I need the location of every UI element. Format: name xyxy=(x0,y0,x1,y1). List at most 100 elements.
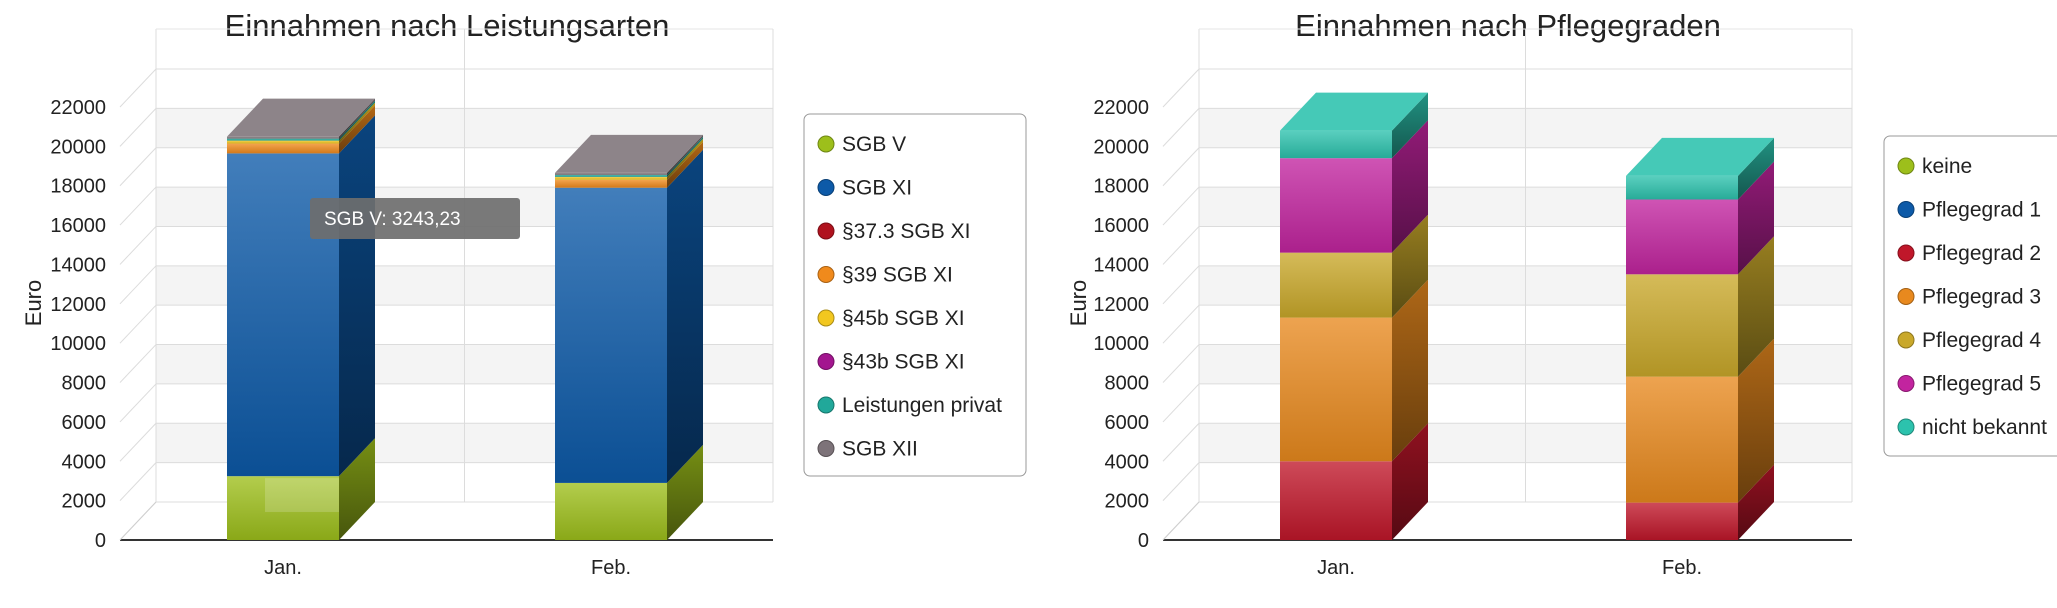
bar-side[interactable] xyxy=(667,149,703,483)
bar-side[interactable] xyxy=(1392,279,1428,462)
bar-side[interactable] xyxy=(339,115,375,477)
legend-item[interactable]: §45b SGB XI xyxy=(817,307,965,330)
legend-item[interactable]: nicht bekannt xyxy=(1897,416,2047,439)
bar-front[interactable] xyxy=(555,482,667,540)
bar-front[interactable] xyxy=(227,476,339,540)
grid-line-side xyxy=(119,108,157,147)
bar-front[interactable] xyxy=(227,138,339,141)
bar-segment[interactable] xyxy=(555,444,703,540)
bar-segment[interactable] xyxy=(1626,137,1774,200)
legend-item[interactable]: Leistungen privat xyxy=(817,394,1002,417)
bar-side[interactable] xyxy=(667,141,703,188)
bar-front[interactable] xyxy=(227,136,339,139)
bar-side[interactable] xyxy=(1738,464,1774,540)
bar-front[interactable] xyxy=(555,176,667,180)
bar-side[interactable] xyxy=(667,138,703,180)
bar-front[interactable] xyxy=(555,187,667,483)
bar-segment[interactable] xyxy=(555,136,703,177)
bars[interactable] xyxy=(227,98,703,540)
bar-side[interactable] xyxy=(339,98,375,139)
y-axis-ticks: 0 2000 4000 6000 8000 10000 12000 14000 16000 180… xyxy=(1093,97,1149,552)
bar-front[interactable] xyxy=(227,140,339,144)
bar-segment[interactable] xyxy=(555,149,703,483)
legend-marker xyxy=(817,266,835,283)
y-tick-label: 4000 xyxy=(1105,451,1150,473)
bar-top[interactable] xyxy=(555,134,703,173)
bar-side[interactable] xyxy=(667,136,703,177)
bar-side[interactable] xyxy=(339,102,375,144)
bar-side[interactable] xyxy=(1738,161,1774,275)
bar-segment[interactable] xyxy=(227,98,375,139)
bar-segment[interactable] xyxy=(555,134,703,175)
bar-side[interactable] xyxy=(667,444,703,540)
bar-segment[interactable] xyxy=(555,138,703,180)
bar-side[interactable] xyxy=(1738,338,1774,503)
legend-marker xyxy=(1897,201,1915,218)
bar-front[interactable] xyxy=(555,179,667,188)
bar-front[interactable] xyxy=(555,174,667,177)
bar-segment[interactable] xyxy=(1626,464,1774,540)
bar-side[interactable] xyxy=(1392,120,1428,253)
bar-side[interactable] xyxy=(667,134,703,175)
bar-top[interactable] xyxy=(1280,92,1428,131)
bar-front[interactable] xyxy=(1280,158,1392,253)
y-axis-label: Euro xyxy=(21,280,46,326)
bar-side[interactable] xyxy=(339,438,375,540)
bar-top[interactable] xyxy=(227,98,375,137)
bar-segment[interactable] xyxy=(227,105,375,154)
bar-segment[interactable] xyxy=(1280,120,1428,253)
bar-front[interactable] xyxy=(1280,461,1392,540)
bar-segment[interactable] xyxy=(1280,279,1428,462)
bar-front[interactable] xyxy=(1626,175,1738,200)
legend-item[interactable]: Pflegegrad 4 xyxy=(1897,329,2041,352)
bar-front[interactable] xyxy=(1626,376,1738,503)
bar-front[interactable] xyxy=(1280,252,1392,318)
legend-item[interactable]: SGB XII xyxy=(817,438,918,461)
legend-item[interactable]: Pflegegrad 1 xyxy=(1897,199,2041,222)
bar-segment[interactable] xyxy=(1626,236,1774,377)
bar-segment[interactable] xyxy=(1626,338,1774,503)
bar-front[interactable] xyxy=(1626,274,1738,377)
legend-item[interactable]: §43b SGB XI xyxy=(817,351,965,374)
grid-line-side xyxy=(1162,462,1200,501)
bar-front[interactable] xyxy=(227,143,339,154)
legend-item[interactable]: SGB V xyxy=(817,133,906,156)
bar-front[interactable] xyxy=(1280,317,1392,462)
legend-item[interactable]: §37.3 SGB XI xyxy=(817,220,970,243)
bar-side[interactable] xyxy=(1392,214,1428,318)
legend-item[interactable]: Pflegegrad 2 xyxy=(1897,242,2041,265)
bar-segment[interactable] xyxy=(1280,214,1428,318)
bar-segment[interactable] xyxy=(227,115,375,477)
y-tick-label: 18000 xyxy=(50,176,106,198)
bar-segment[interactable] xyxy=(227,102,375,144)
legend-marker xyxy=(1897,418,1915,436)
bar-segment[interactable] xyxy=(1626,161,1774,275)
bar-segment[interactable] xyxy=(555,141,703,188)
legend-marker xyxy=(817,135,835,153)
bar-segment[interactable] xyxy=(1280,423,1428,540)
bar-front[interactable] xyxy=(1280,130,1392,159)
bar-segment[interactable] xyxy=(227,438,375,540)
bar-front[interactable] xyxy=(1626,502,1738,540)
bars[interactable] xyxy=(1280,92,1774,540)
legend-item[interactable]: §39 SGB XI xyxy=(817,264,953,287)
bar-front[interactable] xyxy=(555,172,667,175)
legend-item[interactable]: keine xyxy=(1897,155,1972,178)
bar-side[interactable] xyxy=(339,100,375,141)
bar-side[interactable] xyxy=(339,105,375,154)
bar-side[interactable] xyxy=(1738,137,1774,200)
bar-top[interactable] xyxy=(1626,137,1774,176)
bar-segment[interactable] xyxy=(227,100,375,141)
legend-label: Pflegegrad 5 xyxy=(1922,373,2041,396)
bar-front[interactable] xyxy=(1626,199,1738,275)
legend-item[interactable]: Pflegegrad 3 xyxy=(1897,286,2041,309)
grid-line-side xyxy=(1162,108,1200,147)
legend-item[interactable]: SGB XI xyxy=(817,177,912,200)
legend-label: SGB XI xyxy=(842,177,912,200)
bar-side[interactable] xyxy=(1392,423,1428,540)
bar-side[interactable] xyxy=(1392,92,1428,159)
bar-side[interactable] xyxy=(1738,236,1774,377)
legend-item[interactable]: Pflegegrad 5 xyxy=(1897,373,2041,396)
bar-segment[interactable] xyxy=(1280,92,1428,159)
